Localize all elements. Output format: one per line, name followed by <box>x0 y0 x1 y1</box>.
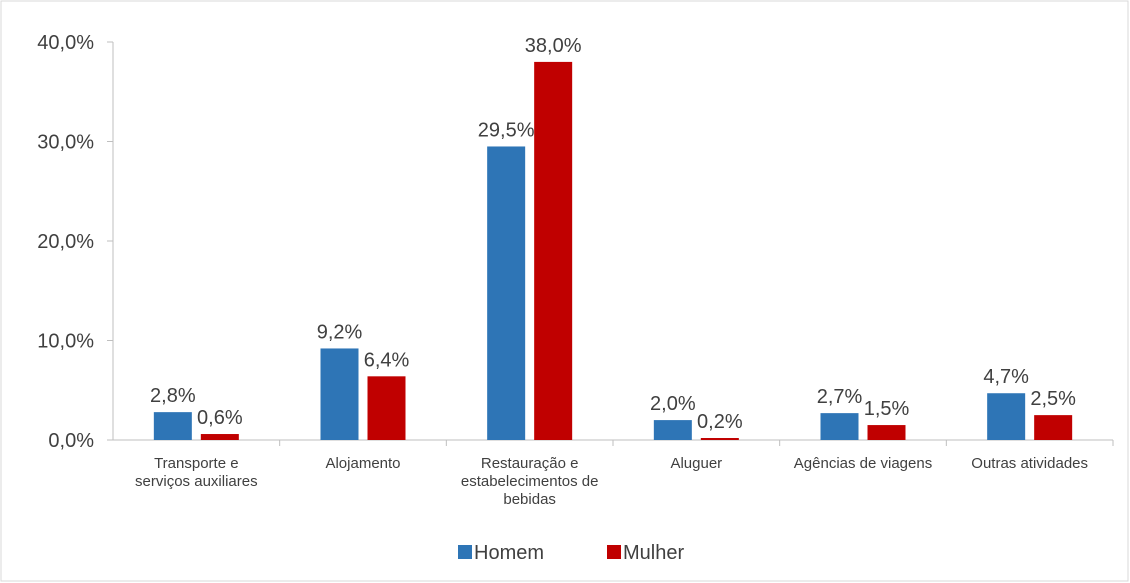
x-tick-label: Outras atividades <box>971 455 1089 472</box>
x-tick-label: Aluguer <box>670 455 723 472</box>
y-tick-label: 20,0% <box>37 231 94 253</box>
x-tick-label: Alojamento <box>325 455 401 472</box>
bar <box>200 434 239 440</box>
x-tick-label: Agências de viagens <box>793 455 933 472</box>
bar <box>153 412 192 440</box>
bar <box>1034 415 1073 440</box>
data-label: 0,2% <box>697 411 743 433</box>
y-tick-label: 10,0% <box>37 331 94 353</box>
x-tick-label: Restauração e estabelecimentos de bebida… <box>460 455 599 508</box>
legend-label: Mulher <box>623 542 684 564</box>
y-tick-label: 0,0% <box>48 430 94 452</box>
legend-label: Homem <box>474 542 544 564</box>
data-label: 38,0% <box>525 35 582 57</box>
bar <box>700 438 739 440</box>
data-label: 2,8% <box>150 385 196 407</box>
data-label: 4,7% <box>983 366 1029 388</box>
data-label: 29,5% <box>478 119 535 141</box>
data-label: 2,5% <box>1030 388 1076 410</box>
bar <box>534 61 573 441</box>
data-label: 0,6% <box>197 407 243 429</box>
data-label: 1,5% <box>864 398 910 420</box>
bar <box>367 376 406 440</box>
data-label: 2,7% <box>817 386 863 408</box>
data-label: 6,4% <box>364 349 410 371</box>
data-label: 9,2% <box>317 321 363 343</box>
bar <box>820 413 859 440</box>
bar <box>487 146 526 440</box>
y-tick-label: 40,0% <box>37 32 94 54</box>
y-tick-label: 30,0% <box>37 132 94 154</box>
bar <box>320 348 359 440</box>
bar <box>867 425 906 440</box>
bar <box>653 420 692 440</box>
data-label: 2,0% <box>650 393 696 415</box>
bar <box>987 393 1026 440</box>
legend-swatch <box>458 545 472 559</box>
x-tick-label: Transporte e serviços auxiliares <box>135 455 258 490</box>
legend-swatch <box>607 545 621 559</box>
